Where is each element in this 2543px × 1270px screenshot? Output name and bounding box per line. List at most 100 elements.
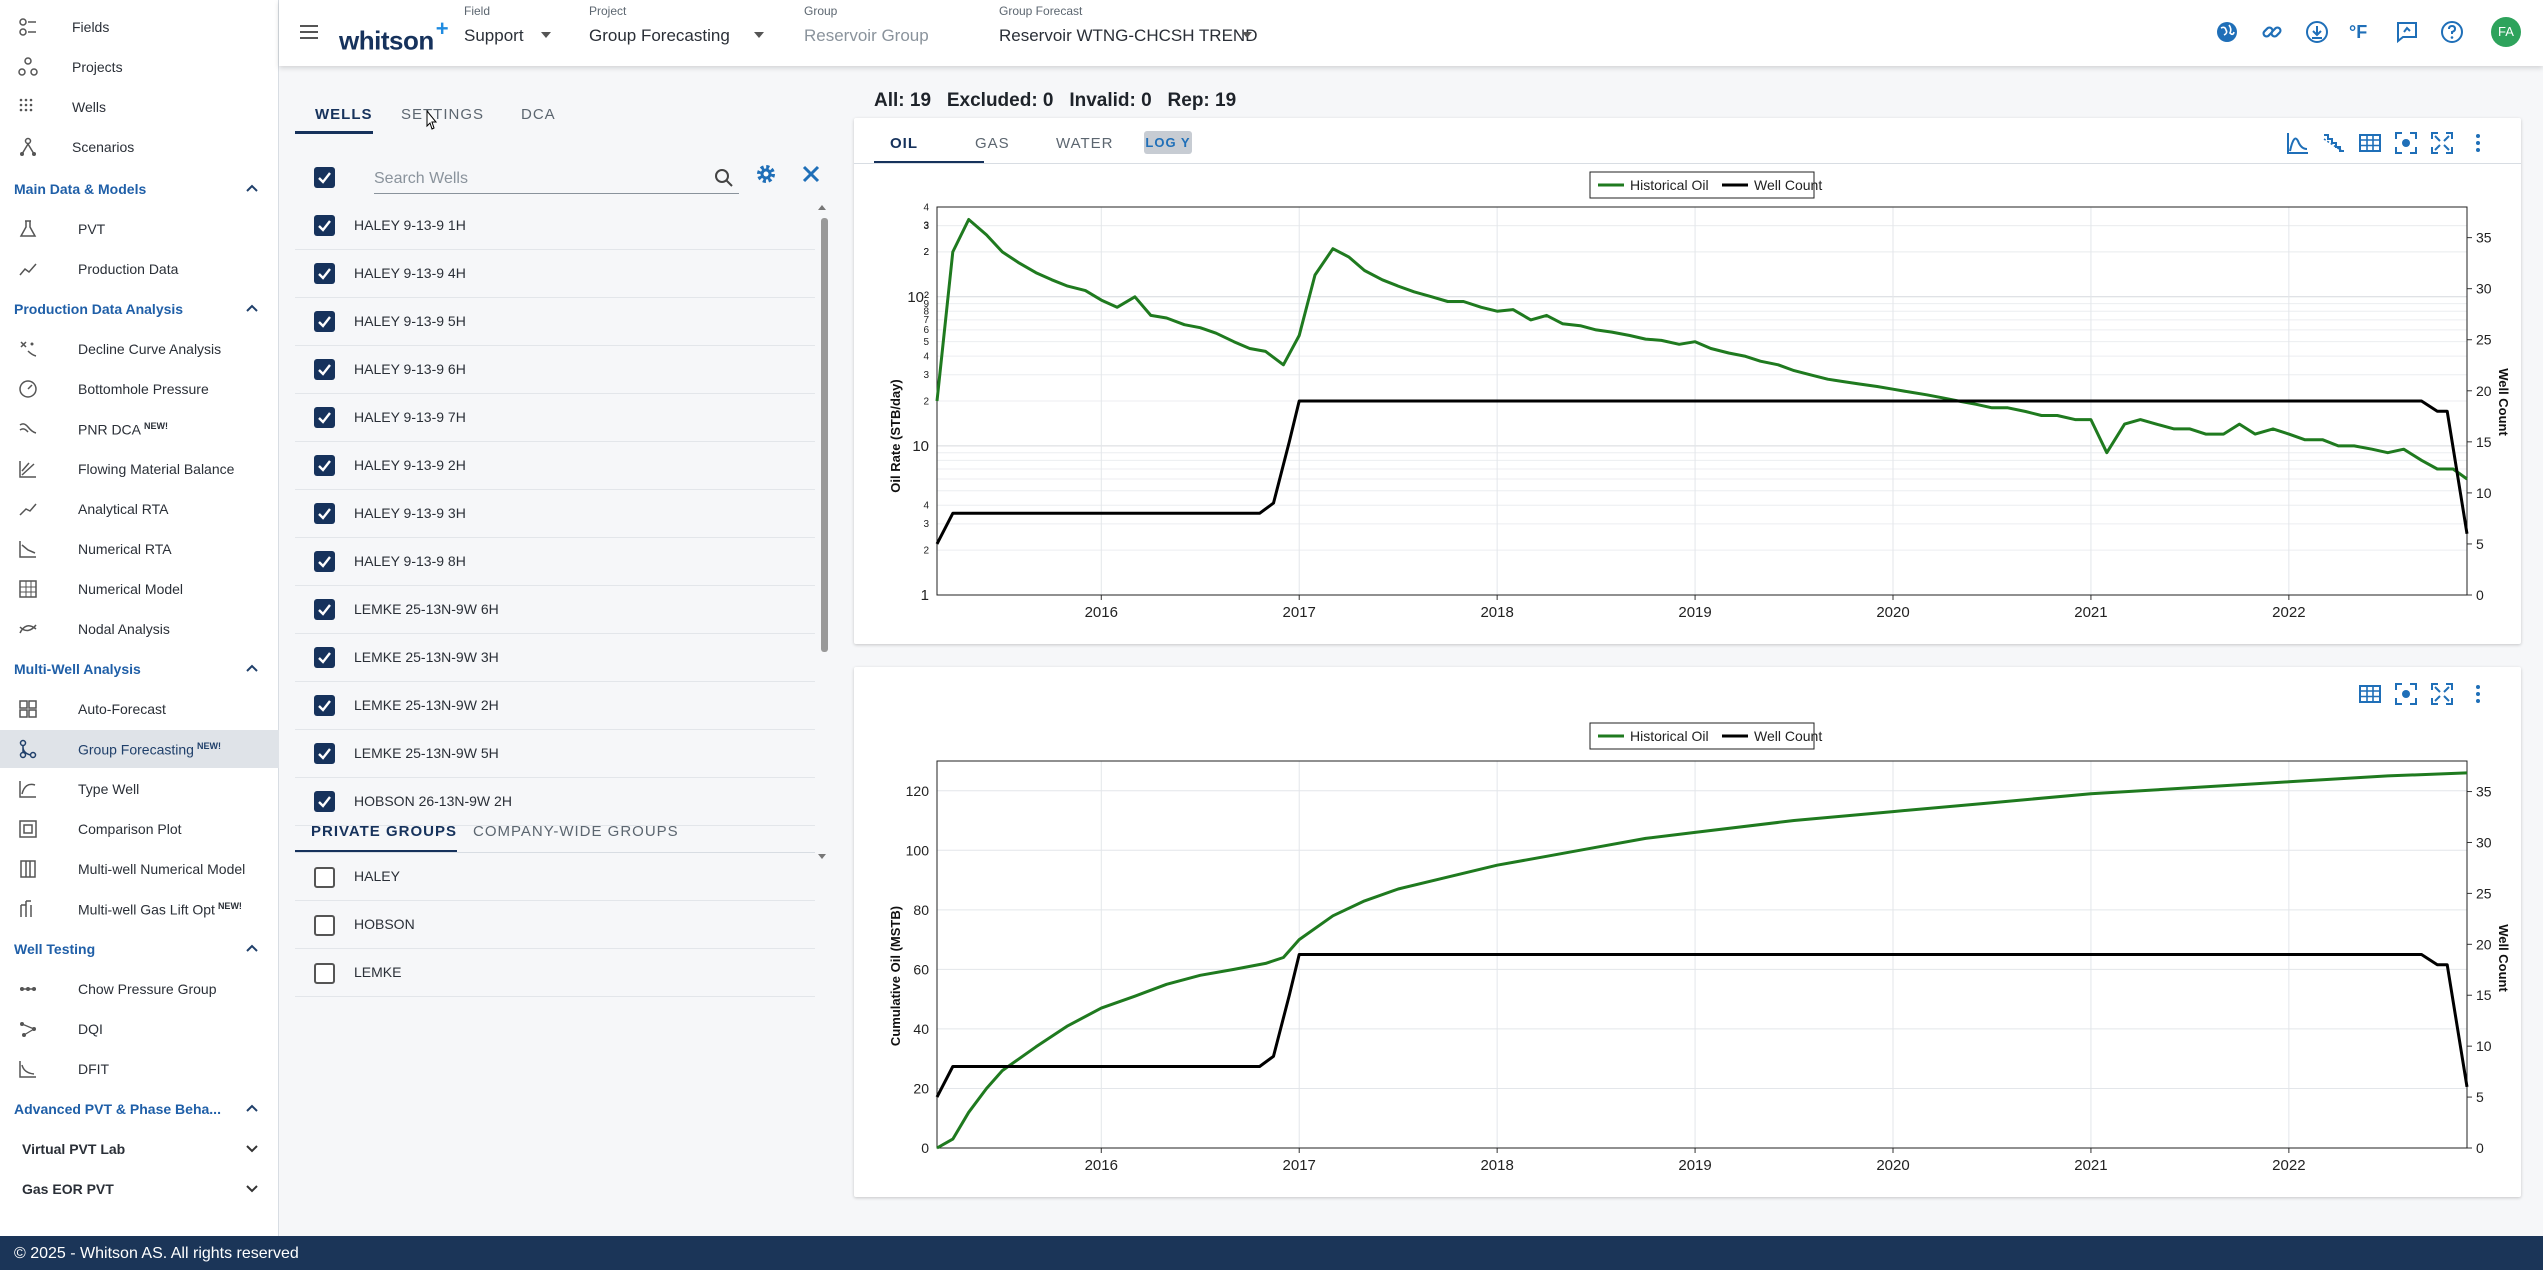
table-icon[interactable] [2358, 131, 2382, 155]
section-multi-well-analysis[interactable]: Multi-Well Analysis [0, 650, 279, 686]
search-icon[interactable] [714, 168, 734, 188]
sidebar-item-bottomhole-pressure[interactable]: Bottomhole Pressure [0, 370, 279, 408]
tab-settings[interactable]: SETTINGS [401, 106, 485, 123]
field-select[interactable]: Field Support [464, 4, 524, 46]
well-checkbox[interactable] [314, 791, 335, 812]
sidebar-item-production-data[interactable]: Production Data [0, 250, 279, 288]
well-checkbox[interactable] [314, 263, 335, 284]
select-all-checkbox[interactable] [314, 167, 335, 188]
sidebar-item-pnr-dca[interactable]: PNR DCA NEW! [0, 410, 279, 448]
sidebar-item-pvt[interactable]: PVT [0, 210, 279, 248]
well-checkbox[interactable] [314, 407, 335, 428]
project-select[interactable]: Project Group Forecasting [589, 4, 730, 46]
link-icon[interactable] [2259, 19, 2285, 45]
focus-icon[interactable] [2394, 131, 2418, 155]
group-row-haley[interactable]: HALEY [295, 853, 815, 901]
download-icon[interactable] [2304, 19, 2330, 45]
sidebar-item-wells[interactable]: Wells [0, 88, 279, 126]
section-gas-eor-pvt[interactable]: Gas EOR PVT [0, 1170, 279, 1206]
avatar[interactable]: FA [2491, 17, 2521, 47]
scroll-up-icon[interactable] [816, 202, 828, 212]
sidebar-item-auto-forecast[interactable]: Auto-Forecast [0, 690, 279, 728]
group-checkbox[interactable] [314, 963, 335, 984]
well-checkbox[interactable] [314, 695, 335, 716]
histogram-curve-icon[interactable] [2286, 131, 2310, 155]
well-checkbox[interactable] [314, 359, 335, 380]
temperature-unit-icon[interactable]: °F [2349, 22, 2368, 42]
close-icon[interactable] [801, 164, 821, 184]
group-forecast-select[interactable]: Group Forecast Reservoir WTNG-CHCSH TREN… [999, 4, 1257, 46]
search-input[interactable]: Search Wells [374, 170, 468, 187]
section-main-data-models[interactable]: Main Data & Models [0, 170, 279, 206]
group-row-hobson[interactable]: HOBSON [295, 901, 815, 949]
group-checkbox[interactable] [314, 867, 335, 888]
table-icon[interactable] [2358, 682, 2382, 706]
sidebar-item-dqi[interactable]: DQI [0, 1010, 279, 1048]
list-item[interactable]: LEMKE 25-13N-9W 2H [295, 682, 815, 730]
sidebar-item-numerical-rta[interactable]: Numerical RTA [0, 530, 279, 568]
scroll-down-icon[interactable] [816, 852, 828, 862]
list-item[interactable]: HALEY 9-13-9 8H [295, 538, 815, 586]
tab-water[interactable]: WATER [1056, 135, 1114, 152]
sidebar-item-comparison-plot[interactable]: Comparison Plot [0, 810, 279, 848]
tab-gas[interactable]: GAS [975, 135, 1010, 152]
tab-company-wide-groups[interactable]: COMPANY-WIDE GROUPS [473, 823, 679, 840]
list-item[interactable]: HALEY 9-13-9 1H [295, 202, 815, 250]
section-well-testing[interactable]: Well Testing [0, 930, 279, 966]
menu-icon[interactable] [299, 24, 319, 40]
search-wells-field[interactable]: Search Wells [374, 162, 739, 194]
tab-wells[interactable]: WELLS [315, 106, 373, 123]
list-item[interactable]: HALEY 9-13-9 5H [295, 298, 815, 346]
sidebar-item-numerical-model[interactable]: Numerical Model [0, 570, 279, 608]
log-y-toggle[interactable]: LOG Y [1144, 131, 1192, 154]
more-vertical-icon[interactable] [2466, 682, 2490, 706]
group-select[interactable]: Group Reservoir Group [804, 4, 929, 46]
sidebar-item-decline-curve-analysis[interactable]: Decline Curve Analysis [0, 330, 279, 368]
section-advanced-pvt[interactable]: Advanced PVT & Phase Beha... [0, 1090, 279, 1126]
list-item[interactable]: LEMKE 25-13N-9W 3H [295, 634, 815, 682]
well-checkbox[interactable] [314, 455, 335, 476]
well-checkbox[interactable] [314, 599, 335, 620]
more-vertical-icon[interactable] [2466, 131, 2490, 155]
sidebar-item-scenarios[interactable]: Scenarios [0, 128, 279, 166]
step-trend-icon[interactable] [2322, 131, 2346, 155]
well-checkbox[interactable] [314, 311, 335, 332]
list-item[interactable]: HALEY 9-13-9 3H [295, 490, 815, 538]
list-item[interactable]: HALEY 9-13-9 2H [295, 442, 815, 490]
section-production-data-analysis[interactable]: Production Data Analysis [0, 290, 279, 326]
list-item[interactable]: HALEY 9-13-9 6H [295, 346, 815, 394]
sidebar-item-dfit[interactable]: DFIT [0, 1050, 279, 1088]
section-virtual-pvt-lab[interactable]: Virtual PVT Lab [0, 1130, 279, 1166]
group-checkbox[interactable] [314, 915, 335, 936]
sidebar-item-fields[interactable]: Fields [0, 8, 279, 46]
field-caret-icon[interactable] [541, 32, 551, 38]
tab-dca[interactable]: DCA [521, 106, 556, 123]
list-item[interactable]: HALEY 9-13-9 4H [295, 250, 815, 298]
group-row-lemke[interactable]: LEMKE [295, 949, 815, 997]
feedback-icon[interactable] [2394, 19, 2420, 45]
sidebar-item-chow-pressure-group[interactable]: Chow Pressure Group [0, 970, 279, 1008]
tab-oil[interactable]: OIL [890, 135, 918, 152]
sidebar-item-group-forecasting[interactable]: Group Forecasting NEW! [0, 730, 279, 768]
fullscreen-icon[interactable] [2430, 131, 2454, 155]
sidebar-item-projects[interactable]: Projects [0, 48, 279, 86]
focus-icon[interactable] [2394, 682, 2418, 706]
well-checkbox[interactable] [314, 215, 335, 236]
list-item[interactable]: HOBSON 26-13N-9W 2H [295, 778, 815, 826]
well-checkbox[interactable] [314, 647, 335, 668]
wells-scrollbar[interactable] [821, 218, 828, 652]
sidebar-item-nodal-analysis[interactable]: Nodal Analysis [0, 610, 279, 648]
sidebar-item-flowing-material-balance[interactable]: Flowing Material Balance [0, 450, 279, 488]
list-item[interactable]: LEMKE 25-13N-9W 5H [295, 730, 815, 778]
tab-private-groups[interactable]: PRIVATE GROUPS [311, 823, 457, 840]
list-item[interactable]: HALEY 9-13-9 7H [295, 394, 815, 442]
gear-icon[interactable] [754, 162, 778, 186]
sidebar-item-analytical-rta[interactable]: Analytical RTA [0, 490, 279, 528]
globe-icon[interactable] [2214, 19, 2240, 45]
logo[interactable]: whitson+ [339, 16, 449, 57]
well-checkbox[interactable] [314, 503, 335, 524]
group-forecast-caret-icon[interactable] [1242, 32, 1252, 38]
project-caret-icon[interactable] [754, 32, 764, 38]
well-checkbox[interactable] [314, 551, 335, 572]
sidebar-item-multi-well-gas-lift-opt[interactable]: Multi-well Gas Lift Opt NEW! [0, 890, 279, 928]
